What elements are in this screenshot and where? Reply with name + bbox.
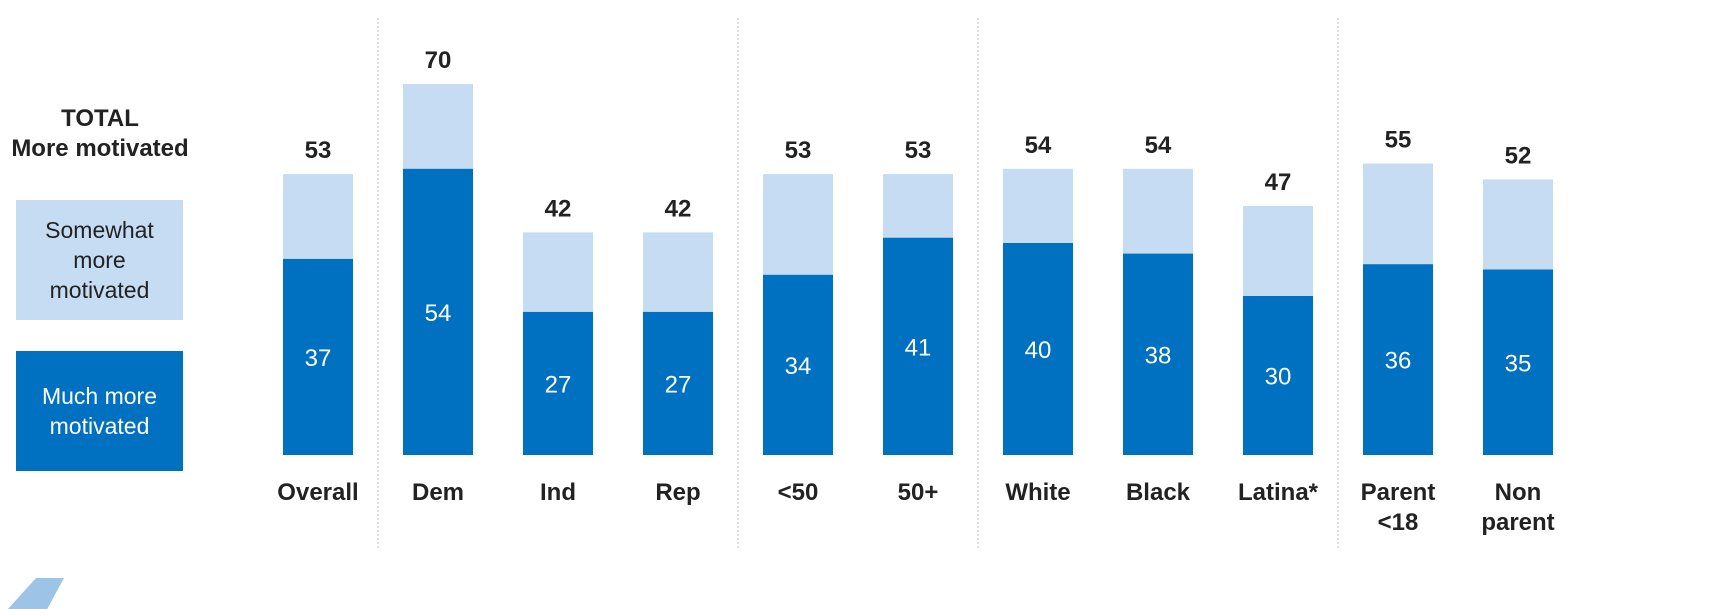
bar-much-50 [763, 274, 833, 455]
value-label-much-50: 34 [785, 353, 812, 380]
bar-somewhat-dem [403, 84, 473, 169]
category-label-ind: Ind [540, 479, 576, 506]
value-label-much-ind: 27 [545, 371, 572, 398]
bar-somewhat-rep [643, 232, 713, 312]
value-label-much-50: 41 [905, 334, 932, 361]
bar-much-50 [883, 237, 953, 455]
value-label-much-non-parent: 35 [1505, 350, 1532, 377]
category-label-50: 50+ [898, 479, 939, 506]
total-label-ind: 42 [545, 195, 572, 222]
legend-title-line2: More motivated [11, 135, 189, 162]
bar-somewhat-non-parent [1483, 179, 1553, 270]
legend-title-line1: TOTAL [61, 105, 139, 132]
bar-somewhat-ind [523, 232, 593, 312]
category-label-50: <50 [778, 479, 819, 506]
total-label-latina: 47 [1265, 169, 1292, 196]
total-label-parent-18: 55 [1385, 127, 1412, 154]
legend-somewhat-swatch: Somewhat more motivated [16, 200, 183, 320]
value-label-much-white: 40 [1025, 337, 1052, 364]
bar-somewhat-overall [283, 174, 353, 259]
category-label-white: White [1005, 479, 1070, 506]
bar-much-rep [643, 311, 713, 455]
value-label-much-black: 38 [1145, 342, 1172, 369]
legend-title: TOTAL More motivated [0, 104, 200, 164]
value-label-much-dem: 54 [425, 300, 452, 327]
value-label-much-rep: 27 [665, 371, 692, 398]
bar-much-ind [523, 311, 593, 455]
category-label-dem: Dem [412, 479, 464, 506]
bar-much-overall [283, 258, 353, 455]
bar-much-non-parent [1483, 269, 1553, 455]
bar-much-white [1003, 243, 1073, 455]
category-label-rep: Rep [655, 479, 700, 506]
bar-somewhat-50 [763, 174, 833, 275]
bar-somewhat-white [1003, 168, 1073, 243]
legend-somewhat-label: Somewhat more motivated [45, 217, 154, 303]
value-label-much-parent-18: 36 [1385, 348, 1412, 375]
category-label-parent-18: Parent <18 [1361, 479, 1436, 536]
category-label-non-parent: Non parent [1481, 479, 1554, 536]
legend-much-label: Much more motivated [41, 383, 158, 439]
value-label-much-latina: 30 [1265, 364, 1292, 391]
legend-much-swatch: Much more motivated [16, 351, 183, 471]
total-label-rep: 42 [665, 195, 692, 222]
total-label-black: 54 [1145, 132, 1172, 159]
total-label-non-parent: 52 [1505, 142, 1532, 169]
category-label-black: Black [1126, 479, 1191, 506]
total-label-50: 53 [785, 137, 812, 164]
bar-much-latina [1243, 296, 1313, 455]
bar-much-black [1123, 253, 1193, 455]
bar-somewhat-black [1123, 168, 1193, 254]
value-label-much-overall: 37 [305, 345, 332, 372]
category-label-latina: Latina* [1238, 479, 1319, 506]
category-label-overall: Overall [277, 479, 358, 506]
total-label-overall: 53 [305, 137, 332, 164]
total-label-50: 53 [905, 137, 932, 164]
bar-somewhat-latina [1243, 205, 1313, 296]
bar-somewhat-50 [883, 174, 953, 238]
bar-much-dem [403, 168, 473, 456]
total-label-dem: 70 [425, 47, 452, 74]
bar-much-parent-18 [1363, 264, 1433, 455]
bar-somewhat-parent-18 [1363, 163, 1433, 265]
total-label-white: 54 [1025, 132, 1052, 159]
